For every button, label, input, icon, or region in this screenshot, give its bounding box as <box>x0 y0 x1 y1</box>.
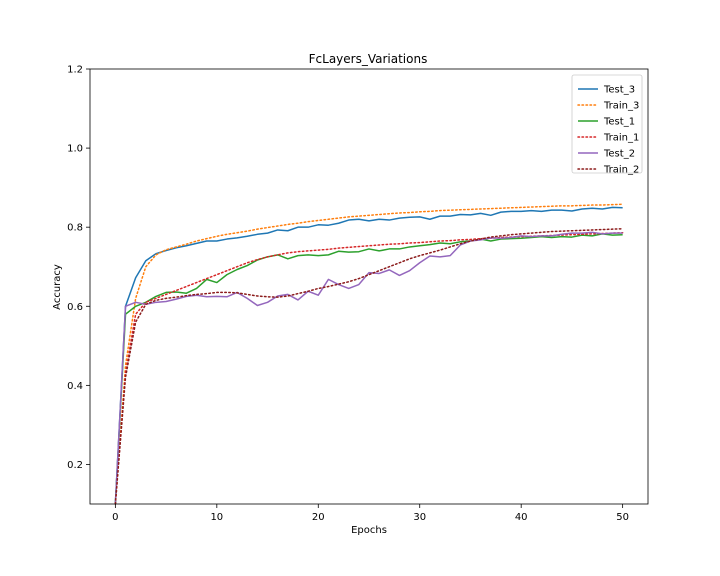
plot-frame <box>89 68 649 505</box>
x-tick-label: 40 <box>515 512 528 523</box>
series-line-test-2 <box>114 231 623 505</box>
x-tick-label: 30 <box>413 512 426 523</box>
legend-label: Train_1 <box>603 133 639 144</box>
x-tick-label: 20 <box>312 512 325 523</box>
legend-label: Train_2 <box>603 165 639 176</box>
x-tick-label: 0 <box>112 512 118 523</box>
y-axis-label: Accuracy <box>52 264 63 310</box>
legend: Test_3 Train_3 Test_1 Train_1 Test_2 Train_2 <box>571 74 643 176</box>
x-axis-label: Epochs <box>351 525 387 536</box>
legend-label: Test_1 <box>603 117 635 128</box>
x-tick-label: 10 <box>210 512 223 523</box>
y-tick-label: 1.2 <box>67 65 83 76</box>
legend-label: Train_3 <box>603 101 639 112</box>
legend-box <box>571 74 643 174</box>
y-tick-label: 1.0 <box>67 144 83 155</box>
series-line-test-3 <box>114 206 623 505</box>
chart-title: FcLayers_Variations <box>309 52 428 66</box>
y-tick-label: 0.6 <box>67 302 83 313</box>
x-tick-label: 50 <box>616 512 629 523</box>
y-tick-label: 0.8 <box>67 223 83 234</box>
legend-label: Test_3 <box>603 85 635 96</box>
series-line-test-1 <box>114 233 623 505</box>
legend-label: Test_2 <box>603 149 635 160</box>
y-tick-label: 0.2 <box>67 460 83 471</box>
series-line-train-3 <box>114 203 624 505</box>
series-line-train-2 <box>114 228 624 505</box>
y-tick-label: 0.4 <box>67 381 83 392</box>
